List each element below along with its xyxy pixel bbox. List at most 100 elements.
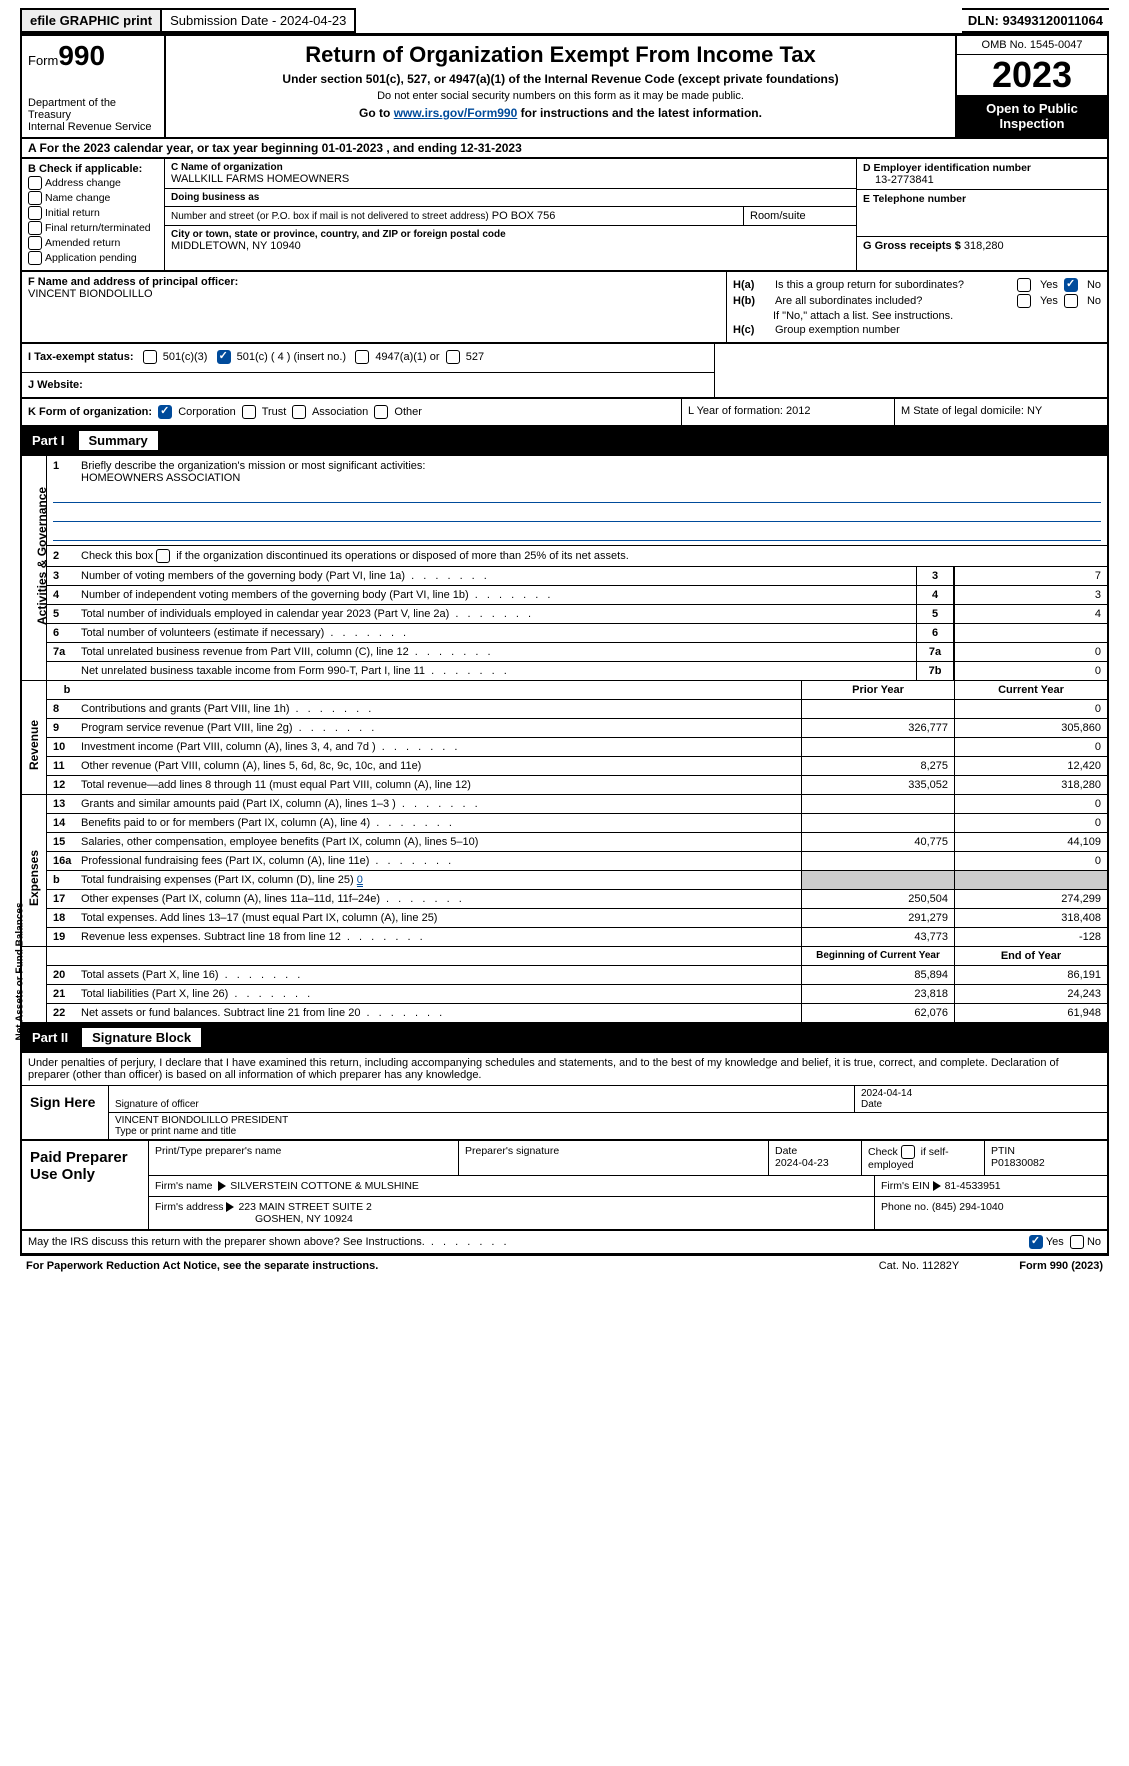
side-revenue: Revenue: [27, 695, 41, 795]
section-i-j: I Tax-exempt status: 501(c)(3) 501(c) ( …: [20, 344, 1109, 399]
efile-print-button[interactable]: efile GRAPHIC print: [20, 8, 162, 33]
org-form-label: K Form of organization:: [28, 406, 152, 418]
l3-label: Number of voting members of the governin…: [81, 570, 910, 582]
l22: Net assets or fund balances. Subtract li…: [81, 1007, 795, 1019]
gross-receipts-value: 318,280: [964, 240, 1004, 252]
prep-date: 2024-04-23: [775, 1157, 829, 1169]
chk-address-change[interactable]: Address change: [28, 176, 158, 190]
l19: Revenue less expenses. Subtract line 18 …: [81, 931, 795, 943]
paid-preparer-label: Paid Preparer Use Only: [22, 1141, 149, 1229]
form-subtitle-2: Do not enter social security numbers on …: [172, 90, 949, 102]
l17: Other expenses (Part IX, column (A), lin…: [81, 893, 795, 905]
omb-number: OMB No. 1545-0047: [957, 36, 1107, 55]
chk-other[interactable]: [374, 405, 388, 419]
discuss-label: May the IRS discuss this return with the…: [28, 1236, 1029, 1248]
irs-discuss-row: May the IRS discuss this return with the…: [20, 1231, 1109, 1255]
l9: Program service revenue (Part VIII, line…: [81, 722, 795, 734]
footer-line: For Paperwork Reduction Act Notice, see …: [20, 1255, 1109, 1276]
tax-status-label: I Tax-exempt status:: [28, 351, 134, 363]
section-b-c-d: B Check if applicable: Address change Na…: [20, 159, 1109, 272]
chk-527[interactable]: [446, 350, 460, 364]
firm-phone: (845) 294-1040: [932, 1201, 1004, 1213]
firm-name: SILVERSTEIN COTTONE & MULSHINE: [230, 1180, 419, 1192]
chk-501c[interactable]: [217, 350, 231, 364]
paperwork-notice: For Paperwork Reduction Act Notice, see …: [26, 1260, 378, 1272]
chk-name-change[interactable]: Name change: [28, 191, 158, 205]
part-1-header: Part I Summary: [20, 427, 1109, 456]
gross-receipts-label: G Gross receipts $: [863, 240, 961, 252]
paid-preparer-block: Paid Preparer Use Only Print/Type prepar…: [20, 1141, 1109, 1231]
dept-treasury: Department of the Treasury: [28, 97, 158, 121]
dba-label: Doing business as: [171, 192, 850, 203]
h-a-label: Is this a group return for subordinates?: [775, 279, 1011, 291]
h-b-label: Are all subordinates included?: [775, 295, 1011, 307]
l6-label: Total number of volunteers (estimate if …: [81, 627, 910, 639]
form-title: Return of Organization Exempt From Incom…: [172, 42, 949, 68]
chk-app-pending[interactable]: Application pending: [28, 251, 158, 265]
phone-label: E Telephone number: [863, 193, 966, 205]
l5-label: Total number of individuals employed in …: [81, 608, 910, 620]
year-formation: L Year of formation: 2012: [682, 399, 895, 425]
l11: Other revenue (Part VIII, column (A), li…: [81, 760, 795, 772]
perjury-declaration: Under penalties of perjury, I declare th…: [20, 1053, 1109, 1085]
th-begin: Beginning of Current Year: [801, 947, 954, 965]
chk-corp[interactable]: [158, 405, 172, 419]
l2-label: Check this box if the organization disco…: [81, 549, 1101, 563]
dln-number: DLN: 93493120011064: [962, 8, 1109, 33]
l7a-label: Total unrelated business revenue from Pa…: [81, 646, 910, 658]
chk-self-employed[interactable]: [901, 1145, 915, 1159]
discuss-no[interactable]: [1070, 1235, 1084, 1249]
ein-label: D Employer identification number: [863, 162, 1031, 174]
mission-text: HOMEOWNERS ASSOCIATION: [53, 472, 1101, 484]
l20: Total assets (Part X, line 16): [81, 969, 795, 981]
prep-name-label: Print/Type preparer's name: [149, 1141, 459, 1175]
ha-no[interactable]: [1064, 278, 1078, 292]
addr-label: Number and street (or P.O. box if mail i…: [171, 211, 489, 222]
chk-amended[interactable]: Amended return: [28, 236, 158, 250]
l8: Contributions and grants (Part VIII, lin…: [81, 703, 795, 715]
chk-final-return[interactable]: Final return/terminated: [28, 221, 158, 235]
firm-addr2: GOSHEN, NY 10924: [155, 1213, 353, 1225]
sign-here-label: Sign Here: [22, 1086, 109, 1139]
l3-val: 7: [954, 567, 1107, 585]
hb-yes[interactable]: [1017, 294, 1031, 308]
sig-date: 2024-04-14: [861, 1088, 912, 1099]
ptin-value: P01830082: [991, 1157, 1045, 1169]
chk-4947[interactable]: [355, 350, 369, 364]
form-number: Form990: [28, 40, 158, 72]
submission-date: Submission Date - 2024-04-23: [162, 8, 356, 33]
org-name-label: C Name of organization: [171, 162, 850, 173]
side-net: Net Assets or Fund Balances: [15, 940, 26, 1040]
l21: Total liabilities (Part X, line 26): [81, 988, 795, 1000]
ha-yes[interactable]: [1017, 278, 1031, 292]
l1-label: Briefly describe the organization's miss…: [81, 460, 1101, 472]
form-subtitle-1: Under section 501(c), 527, or 4947(a)(1)…: [172, 72, 949, 86]
discuss-yes[interactable]: [1029, 1235, 1043, 1249]
l16b: Total fundraising expenses (Part IX, col…: [81, 874, 795, 886]
box-d-e-g: D Employer identification number 13-2773…: [856, 159, 1107, 270]
top-bar: efile GRAPHIC print Submission Date - 20…: [20, 8, 1109, 33]
chk-discontinued[interactable]: [156, 549, 170, 563]
chk-501c3[interactable]: [143, 350, 157, 364]
irs-form990-link[interactable]: www.irs.gov/Form990: [394, 106, 518, 120]
box-b-header: B Check if applicable:: [28, 163, 158, 175]
summary-table: Activities & Governance 1Briefly describ…: [20, 456, 1109, 1024]
prep-self-emp: Check if self-employed: [862, 1141, 985, 1175]
arrow-icon: [226, 1202, 234, 1212]
org-city: MIDDLETOWN, NY 10940: [171, 240, 301, 252]
l14: Benefits paid to or for members (Part IX…: [81, 817, 795, 829]
type-print-label: Type or print name and title: [115, 1126, 236, 1137]
arrow-icon: [218, 1181, 226, 1191]
hb-no[interactable]: [1064, 294, 1078, 308]
l13: Grants and similar amounts paid (Part IX…: [81, 798, 795, 810]
officer-name: VINCENT BIONDOLILLO: [28, 288, 153, 300]
chk-trust[interactable]: [242, 405, 256, 419]
th-prior: Prior Year: [801, 681, 954, 699]
row-a-taxyear: A For the 2023 calendar year, or tax yea…: [20, 139, 1109, 159]
sign-here-block: Sign Here Signature of officer 2024-04-1…: [20, 1085, 1109, 1141]
section-k-l-m: K Form of organization: Corporation Trus…: [20, 399, 1109, 427]
firm-ein: 81-4533951: [945, 1180, 1001, 1192]
chk-initial-return[interactable]: Initial return: [28, 206, 158, 220]
chk-assoc[interactable]: [292, 405, 306, 419]
l6-val: [954, 624, 1107, 642]
